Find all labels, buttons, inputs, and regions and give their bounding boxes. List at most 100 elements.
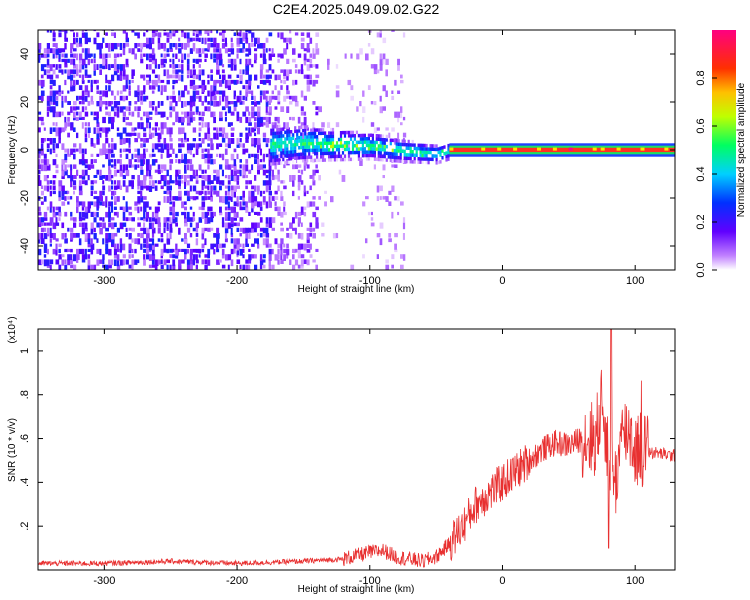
- spectrogram-cell: [379, 64, 383, 71]
- spectrogram-cell: [105, 196, 108, 202]
- spectrogram-cell: [248, 30, 252, 34]
- spectrogram-cell: [207, 190, 210, 195]
- spectrogram-cell: [105, 148, 109, 154]
- spectrogram-cell: [169, 64, 172, 68]
- spectrogram-cell: [148, 164, 152, 170]
- spectrogram-cell: [382, 175, 385, 179]
- spectrogram-cell: [108, 64, 111, 71]
- spectrogram-cell: [353, 144, 356, 148]
- spectrogram-cell: [304, 148, 307, 153]
- spectrogram-cell: [280, 141, 283, 145]
- spectrogram-cell: [52, 95, 56, 102]
- spectrogram-cell: [38, 159, 41, 165]
- spectrogram-cell: [90, 248, 94, 255]
- spectrogram-cell: [195, 227, 199, 233]
- spectrogram-cell: [116, 159, 121, 164]
- spectrogram-cell: [233, 185, 237, 192]
- spectrogram-cell: [245, 201, 248, 208]
- spectrogram-cell: [84, 132, 87, 138]
- spectrogram-cell: [73, 32, 75, 38]
- spectrogram-cell: [195, 106, 199, 113]
- spectrogram-cell: [178, 185, 181, 190]
- spectrogram-cell: [108, 101, 112, 107]
- spectrogram-cell: [186, 116, 190, 123]
- spectrogram-cell: [271, 227, 275, 231]
- spectrogram-cell: [296, 132, 299, 137]
- spectrogram-x-axis-label: Height of straight line (km): [298, 284, 415, 295]
- spectrogram-cell: [157, 169, 161, 175]
- spectrogram-cell: [331, 154, 335, 159]
- spectrogram-cell: [435, 157, 438, 162]
- spectrogram-cell: [216, 175, 220, 182]
- spectrogram-cell: [172, 32, 176, 37]
- spectrogram-cell: [373, 154, 376, 158]
- spectrogram-cell: [233, 190, 236, 198]
- spectrogram-cell: [55, 127, 59, 135]
- spectrogram-cell: [401, 149, 404, 153]
- spectrogram-cell: [40, 143, 44, 150]
- spectrogram-cell: [84, 227, 88, 232]
- spectrogram-cell: [427, 157, 430, 161]
- spectrogram-cell: [395, 155, 398, 160]
- spectrogram-cell: [61, 222, 65, 229]
- spectrogram-cell: [134, 106, 137, 112]
- spectrogram-cell: [379, 58, 383, 66]
- spectrogram-cell: [417, 157, 420, 161]
- spectrogram-cell: [93, 227, 96, 233]
- spectrogram-cell: [204, 217, 209, 224]
- spectrogram-cell: [294, 143, 297, 147]
- spectrogram-cell: [254, 222, 258, 229]
- spectrogram-cell: [154, 30, 158, 32]
- spectrogram-cell: [93, 111, 97, 116]
- spectrogram-cell: [227, 48, 232, 52]
- spectrogram-cell: [73, 53, 77, 58]
- y-tick-label: .6: [19, 434, 31, 443]
- spectrogram-cell: [343, 130, 347, 135]
- spectrogram-cell: [70, 211, 73, 217]
- spectrogram-cell: [105, 58, 108, 65]
- spectrogram-cell: [385, 127, 389, 131]
- spectrogram-cell: [227, 74, 232, 79]
- spectrogram-cell: [274, 161, 277, 166]
- signal-band-peak: [640, 147, 645, 151]
- spectrogram-cell: [294, 129, 297, 134]
- spectrogram-cell: [259, 122, 264, 127]
- spectrogram-cell: [70, 259, 73, 265]
- spectrogram-cell: [87, 164, 91, 170]
- spectrogram-cell: [359, 157, 362, 161]
- spectrogram-cell: [437, 150, 440, 155]
- spectrogram-cell: [236, 32, 240, 37]
- spectrogram-cell: [186, 159, 191, 164]
- spectrogram-cell: [137, 85, 140, 92]
- spectrogram-cell: [320, 145, 323, 149]
- snr-y-multiplier: (x10⁴): [7, 316, 18, 343]
- spectrogram-cell: [320, 128, 323, 132]
- spectrogram-cell: [298, 125, 301, 130]
- spectrogram-cell: [210, 153, 213, 159]
- spectrogram-cell: [371, 153, 374, 158]
- spectrogram-cell: [143, 138, 147, 143]
- spectrogram-cell: [43, 164, 47, 172]
- spectrogram-cell: [181, 143, 185, 148]
- spectrogram-cell: [93, 233, 97, 240]
- spectrogram-cell: [131, 238, 134, 243]
- spectrogram-cell: [52, 106, 56, 114]
- spectrogram-cell: [113, 259, 117, 266]
- spectrogram-cell: [143, 153, 146, 159]
- spectrogram-cell: [102, 190, 105, 196]
- spectrogram-cell: [347, 134, 351, 138]
- spectrogram-cell: [70, 48, 73, 53]
- spectrogram-cell: [154, 32, 158, 37]
- spectrogram-cell: [254, 201, 258, 207]
- spectrogram-cell: [198, 30, 202, 34]
- spectrogram-cell: [70, 248, 73, 253]
- spectrogram-cell: [166, 180, 171, 185]
- spectrogram-cell: [262, 132, 267, 138]
- spectrogram-cell: [312, 148, 315, 153]
- spectrogram-cell: [300, 145, 303, 150]
- spectrogram-cell: [312, 131, 315, 136]
- spectrogram-cell: [306, 227, 310, 231]
- spectrogram-cell: [236, 138, 239, 145]
- spectrogram-cell: [151, 132, 155, 138]
- spectrogram-cell: [296, 129, 299, 133]
